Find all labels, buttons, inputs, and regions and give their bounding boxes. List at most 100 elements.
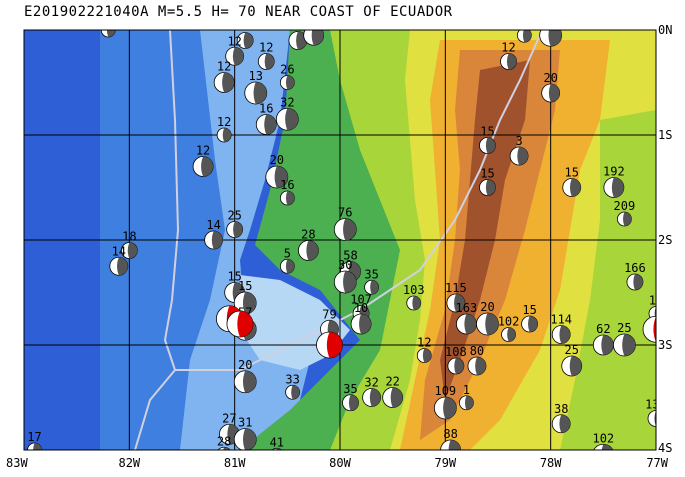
focal-mechanism: [285, 384, 301, 400]
depth-label: 12: [501, 41, 515, 55]
depth-label: 16: [259, 102, 273, 116]
plate-boundary: [175, 34, 541, 371]
depth-label: 22: [238, 20, 252, 34]
depth-label: 109: [434, 384, 456, 398]
depth-label: 5: [284, 246, 291, 260]
focal-mechanism: [626, 273, 644, 291]
focal-mechanism: [382, 387, 404, 408]
focal-mechanism: [593, 443, 614, 450]
depth-label: 15: [238, 279, 252, 293]
depth-label: 15: [227, 270, 241, 284]
focal-mechanism: [416, 348, 432, 363]
focal-mechanism: [100, 30, 116, 38]
eastern-lowland: [560, 110, 656, 450]
focal-mechanism: [455, 313, 477, 335]
focal-mechanism: [539, 30, 563, 47]
focal-mechanism: [561, 355, 583, 377]
depth-label: 28: [217, 434, 231, 448]
longitude-label: 81W: [224, 456, 246, 470]
longitude-label: 77W: [646, 456, 668, 470]
focal-mechanism: [350, 313, 372, 335]
focal-mechanism: [233, 291, 257, 315]
focal-mechanism: [479, 179, 496, 196]
focal-mechanism: [303, 30, 325, 46]
focal-mechanism: [265, 165, 289, 189]
focal-mechanism: [440, 439, 461, 450]
depth-label: 135: [645, 398, 667, 412]
focal-mechanism: [275, 107, 299, 131]
depth-label: 13: [249, 69, 263, 83]
depth-label: 88: [443, 427, 457, 441]
depth-label: 15: [480, 125, 494, 139]
focal-mechanism: [501, 327, 516, 342]
focal-mechanism: [613, 333, 636, 357]
depth-label: 102: [498, 315, 520, 329]
focal-mechanism: [447, 357, 465, 375]
depth-label: 62: [596, 322, 610, 336]
depth-label: 25: [617, 321, 631, 335]
depth-label: 12: [217, 60, 231, 74]
depth-label: 115: [445, 281, 467, 295]
focal-mechanism: [458, 395, 474, 411]
depth-label: 41: [270, 435, 284, 449]
depth-label: 103: [403, 283, 425, 297]
depth-label: 15: [543, 11, 557, 25]
focal-mechanism: [500, 53, 517, 70]
focal-mechanism: [233, 428, 257, 450]
depth-label: 114: [550, 313, 572, 327]
depth-label: 76: [338, 206, 352, 220]
depth-label: 17: [27, 430, 41, 444]
depth-label: 18: [122, 230, 136, 244]
latitude-label: 1S: [658, 128, 672, 142]
depth-label: 20: [238, 358, 252, 372]
focal-mechanism: [509, 146, 529, 166]
depth-label: 102: [592, 431, 614, 445]
focal-mechanism: [257, 53, 275, 70]
focal-mechanism: [192, 156, 214, 177]
focal-mechanism: [236, 32, 254, 49]
depth-label: 30: [338, 258, 352, 272]
focal-mechanism: [562, 178, 582, 197]
focal-mechanism: [217, 446, 231, 450]
depth-label: 12: [417, 336, 431, 350]
depth-label: 33: [285, 372, 299, 386]
plate-boundary: [134, 30, 180, 450]
highlighted-mechanism: [642, 315, 656, 343]
depth-label: 25: [227, 209, 241, 223]
focal-mechanism: [213, 72, 235, 93]
focal-mechanism: [551, 325, 571, 344]
depth-label: 28: [301, 228, 315, 242]
focal-mechanism: [516, 30, 532, 43]
depth-label: 27: [222, 411, 236, 425]
focal-mechanism: [479, 137, 496, 154]
focal-mechanism: [521, 315, 538, 333]
depth-label: 31: [238, 416, 252, 430]
depth-label: 12: [217, 115, 231, 129]
depth-label: 16: [280, 178, 294, 192]
focal-mechanism: [617, 211, 632, 227]
focal-mechanism: [592, 334, 614, 356]
depth-label: 26: [280, 63, 294, 77]
depth-label: 22: [385, 375, 399, 389]
focal-mechanism: [109, 256, 129, 276]
depth-label: 166: [624, 261, 646, 275]
longitude-label: 79W: [434, 456, 456, 470]
depth-label: 20: [270, 153, 284, 167]
focal-mechanism: [541, 83, 561, 103]
depth-label: 32: [280, 95, 294, 109]
depth-label: 20: [543, 71, 557, 85]
depth-label: 80: [470, 344, 484, 358]
focal-mechanism: [476, 312, 499, 336]
longitude-label: 78W: [540, 456, 562, 470]
longitude-label: 82W: [118, 456, 140, 470]
focal-mechanism: [226, 221, 244, 238]
depth-label: 35: [364, 267, 378, 281]
focal-mechanism: [342, 394, 359, 412]
focal-mechanism: [406, 295, 422, 311]
focal-mechanism: [225, 46, 245, 66]
depth-label: 163: [456, 301, 478, 315]
focal-mechanism: [603, 177, 625, 198]
